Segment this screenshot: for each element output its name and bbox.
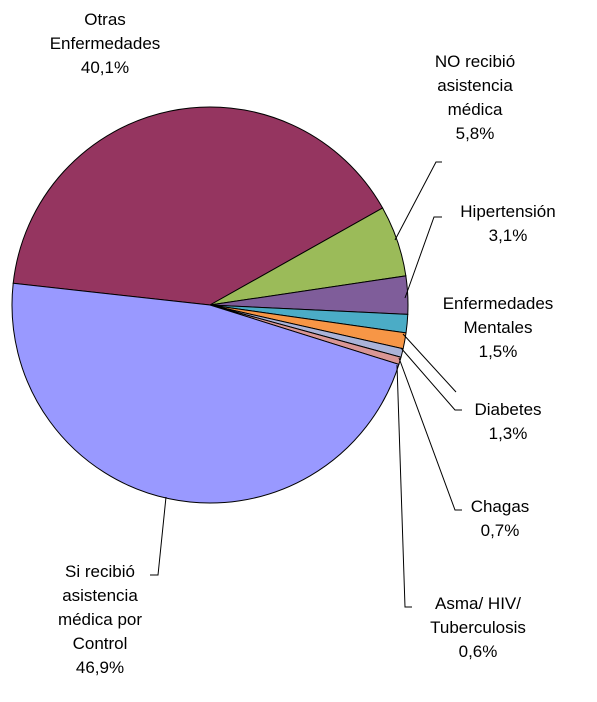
leader-line	[404, 216, 442, 299]
category-name: Asma/ HIV/ Tuberculosis	[430, 594, 526, 637]
category-name: Hipertensión	[460, 202, 556, 221]
category-name: Otras Enfermedades	[49, 10, 161, 53]
slice-label: Diabetes 1,3%	[453, 398, 563, 446]
leader-lines	[150, 161, 462, 608]
pie-slice	[12, 106, 384, 306]
value-label: 1,5%	[478, 342, 518, 361]
category-name: Diabetes	[474, 400, 542, 419]
slice-label: Hipertensión 3,1%	[443, 200, 573, 248]
value-label: 46,9%	[75, 658, 125, 677]
value-label: 0,7%	[480, 521, 520, 540]
slice-label: NO recibió asistencia médica 5,8%	[420, 50, 530, 146]
slice-label: Asma/ HIV/ Tuberculosis 0,6%	[408, 592, 548, 664]
leader-line	[150, 496, 167, 576]
leader-line	[402, 333, 457, 393]
value-label: 0,6%	[458, 642, 498, 661]
leader-line	[396, 364, 412, 608]
value-label: 1,3%	[488, 424, 528, 443]
value-label: 5,8%	[455, 124, 495, 143]
leader-line	[394, 161, 442, 241]
slice-label: Si recibió asistencia médica por Control…	[45, 560, 155, 680]
category-name: NO recibió asistencia médica	[434, 52, 516, 119]
slice-label: Otras Enfermedades 40,1%	[35, 8, 175, 80]
leader-line	[398, 357, 462, 511]
leader-line	[400, 347, 462, 411]
slice-label: Chagas 0,7%	[445, 495, 555, 543]
category-name: Enfermedades Mentales	[442, 294, 554, 337]
category-name: Chagas	[470, 497, 530, 516]
value-label: 40,1%	[80, 58, 130, 77]
value-label: 3,1%	[488, 226, 528, 245]
slice-label: Enfermedades Mentales 1,5%	[433, 292, 563, 364]
pie-slice	[11, 282, 400, 504]
category-name: Si recibió asistencia médica por Control	[57, 562, 143, 653]
